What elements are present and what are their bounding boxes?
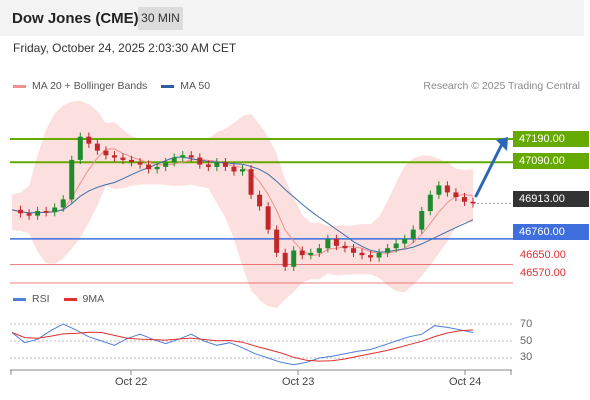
candle-body xyxy=(368,255,374,258)
research-credit: Research © 2025 Trading Central xyxy=(423,80,580,92)
candle-body xyxy=(333,238,339,246)
forecast-arrowhead xyxy=(496,137,508,151)
level-label-47190: 47190.00 xyxy=(513,131,589,147)
candle-body xyxy=(69,159,75,200)
price-legend: MA 20 + Bollinger Bands MA 50 xyxy=(13,80,210,92)
datetime-label: Friday, October 24, 2025 2:03:30 AM CET xyxy=(13,41,237,55)
candle-body xyxy=(325,238,331,249)
candle-body xyxy=(222,162,228,167)
candle-body xyxy=(461,197,467,202)
candle-body xyxy=(163,162,169,167)
ma50-swatch xyxy=(161,84,175,88)
candle-body xyxy=(94,143,100,151)
candle-body xyxy=(444,185,450,193)
x-label-oct24: Oct 24 xyxy=(449,376,482,388)
candle-body xyxy=(120,157,126,160)
rsi-swatch xyxy=(13,297,26,301)
candle-body xyxy=(188,155,194,158)
instrument-title: Dow Jones (CME) xyxy=(12,10,139,27)
candle-body xyxy=(52,207,58,213)
candle-body xyxy=(60,199,66,208)
candle-body xyxy=(111,155,117,158)
candle-body xyxy=(231,166,237,172)
candle-body xyxy=(410,229,416,239)
candle-body xyxy=(308,252,314,256)
ma20-swatch xyxy=(13,84,26,88)
x-label-oct23: Oct 23 xyxy=(282,376,315,388)
candle-body xyxy=(257,194,263,207)
candle-body xyxy=(376,252,382,258)
ma20-legend-label: MA 20 + Bollinger Bands xyxy=(32,80,148,92)
rsi-ma-line xyxy=(11,329,474,362)
candle-body xyxy=(419,211,425,230)
candle-body xyxy=(77,136,83,160)
candle-body xyxy=(453,192,459,198)
candle-body xyxy=(240,169,245,172)
candle-body xyxy=(427,194,433,212)
candle-body xyxy=(282,252,288,267)
candle-body xyxy=(154,166,160,170)
candle-body xyxy=(385,248,391,253)
candle-body xyxy=(35,211,41,216)
candle-body xyxy=(197,157,203,165)
level-label-46570: 46570.00 xyxy=(520,267,566,279)
rsi-level-70: 70 xyxy=(520,318,533,330)
candle-body xyxy=(26,213,32,216)
bollinger-band xyxy=(12,100,473,308)
candle-body xyxy=(18,209,24,214)
level-label-46760: 46760.00 xyxy=(513,224,589,240)
x-label-oct22: Oct 22 xyxy=(115,376,148,388)
candle-body xyxy=(393,243,399,249)
timeframe-badge[interactable]: 30 MIN xyxy=(138,7,183,30)
candle-body xyxy=(470,201,476,204)
candle-body xyxy=(43,211,49,213)
candle-body xyxy=(299,250,305,256)
candle-body xyxy=(180,155,186,158)
ma50-legend-label: MA 50 xyxy=(180,80,211,92)
candle-body xyxy=(129,159,135,163)
header-bar: Dow Jones (CME) 30 MIN xyxy=(0,0,584,36)
rsi-level-30: 30 xyxy=(520,351,533,363)
candle-body xyxy=(291,250,297,267)
candle-body xyxy=(350,248,356,253)
candle-body xyxy=(86,136,92,144)
last-price-label: 46913.00 xyxy=(513,191,589,207)
rsi-ma-swatch xyxy=(63,297,77,301)
rsi-ma-legend-label: 9MA xyxy=(82,293,105,305)
candle-body xyxy=(103,150,109,156)
candle-body xyxy=(265,206,271,230)
candle-body xyxy=(205,164,211,167)
candle-body xyxy=(436,185,442,195)
rsi-legend-label: RSI xyxy=(32,293,50,305)
candle-body xyxy=(402,238,408,244)
level-label-46650: 46650.00 xyxy=(520,249,566,261)
rsi-legend: RSI 9MA xyxy=(13,293,104,305)
candle-body xyxy=(316,248,322,253)
forecast-arrow xyxy=(474,144,503,198)
rsi-line xyxy=(11,323,474,366)
candle-body xyxy=(137,162,143,165)
rsi-level-50: 50 xyxy=(520,335,533,347)
level-label-47090: 47090.00 xyxy=(513,153,589,169)
candle-body xyxy=(274,229,280,253)
candle-body xyxy=(359,252,365,256)
candle-body xyxy=(171,157,177,163)
candle-body xyxy=(342,245,348,249)
candle-body xyxy=(248,169,254,195)
candle-body xyxy=(214,162,220,167)
candle-body xyxy=(146,164,152,170)
